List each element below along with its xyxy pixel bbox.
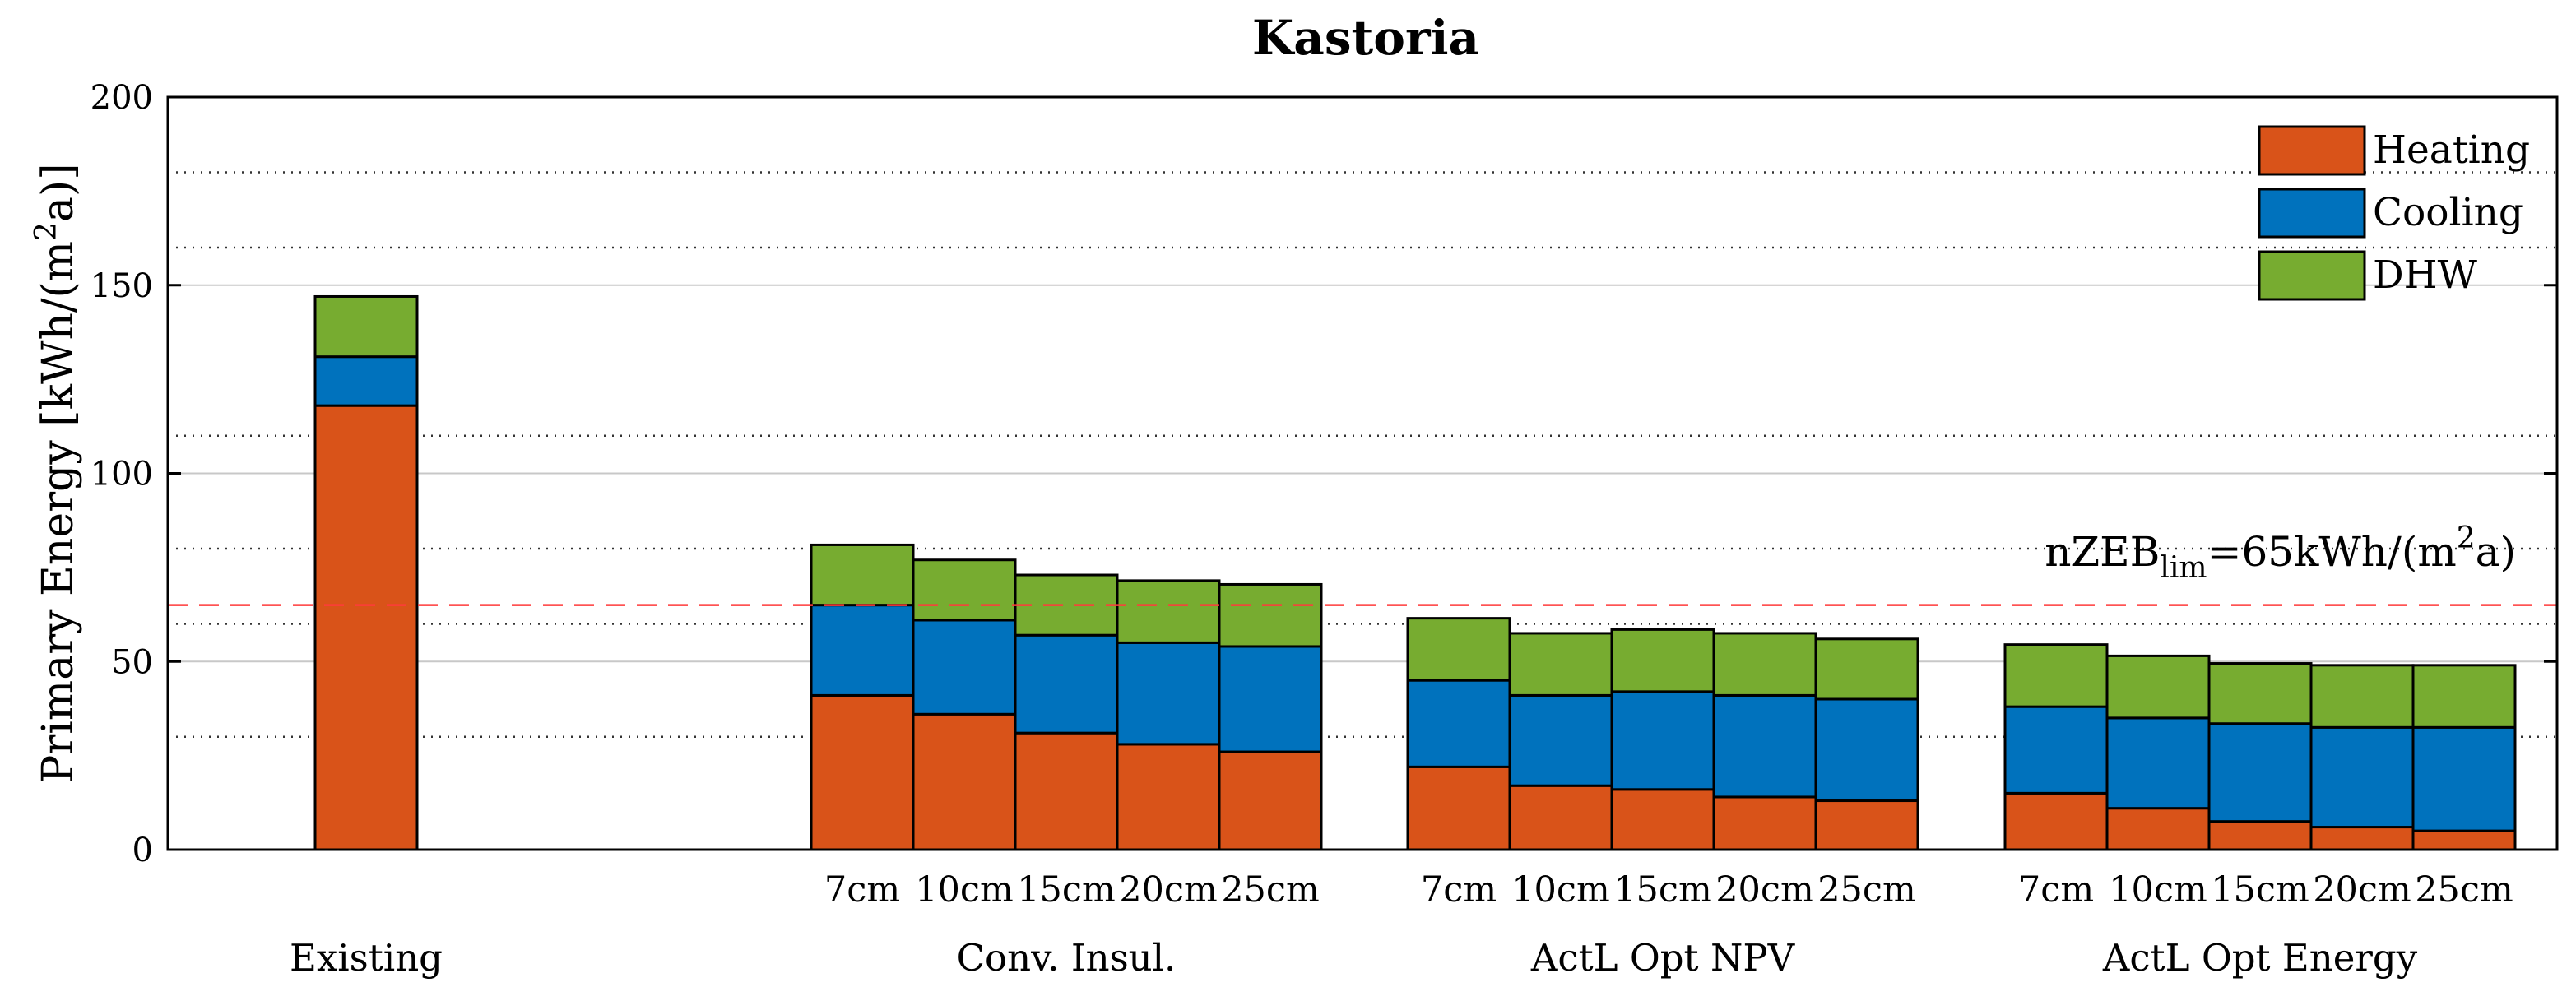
- bar-dhw-7: [1406, 617, 1511, 682]
- y-label-sup: 2: [30, 222, 63, 241]
- bar-cooling-16: [2411, 725, 2517, 832]
- nzeb-label-tail: a): [2476, 528, 2516, 576]
- bar-cooling-8: [1508, 693, 1613, 787]
- bar-dhw-10: [1712, 632, 1817, 697]
- bar-heating-1: [313, 404, 419, 851]
- y-tick-label: 100: [91, 456, 153, 494]
- bar-dhw-12: [2003, 643, 2109, 708]
- bars-layer: [313, 294, 2517, 851]
- bar-cooling-12: [2003, 705, 2109, 795]
- group-label: ActL Opt NPV: [1530, 936, 1796, 980]
- category-label: 25cm: [2415, 869, 2513, 911]
- y-tick-label: 0: [132, 832, 153, 869]
- bar-cooling-11: [1814, 697, 1919, 803]
- bar-dhw-8: [1508, 632, 1613, 697]
- bar-cooling-7: [1406, 679, 1511, 768]
- group-label: ActL Opt Energy: [2102, 936, 2418, 980]
- legend: Heating Cooling DHW: [2258, 125, 2530, 301]
- chart-title: Kastoria: [1252, 10, 1479, 66]
- legend-label-dhw: DHW: [2373, 253, 2478, 298]
- bar-heating-6: [1218, 750, 1323, 851]
- reference-line-layer: nZEBlim=65kWh/(m2a): [168, 521, 2557, 606]
- legend-swatch-heating: [2258, 125, 2366, 176]
- bar-dhw-9: [1610, 628, 1715, 693]
- bar-dhw-2: [810, 543, 915, 607]
- bar-heating-10: [1712, 795, 1817, 851]
- category-label: 15cm: [1613, 869, 1712, 911]
- bar-cooling-14: [2207, 722, 2313, 823]
- y-label-tail: a)]: [34, 163, 83, 222]
- bar-heating-16: [2411, 829, 2517, 851]
- nzeb-label-base: nZEB: [2045, 528, 2160, 576]
- category-label: 7cm: [1421, 869, 1497, 911]
- legend-label-cooling: Cooling: [2373, 190, 2523, 235]
- group-label: Existing: [290, 936, 443, 980]
- category-label: 15cm: [2211, 869, 2309, 911]
- nzeb-label-sup: 2: [2457, 521, 2476, 555]
- bar-heating-4: [1014, 731, 1119, 851]
- bar-heating-2: [810, 693, 915, 851]
- bar-cooling-3: [912, 619, 1017, 716]
- bar-heating-12: [2003, 791, 2109, 851]
- y-axis-label: Primary Energy [kWh/(m2a)]: [30, 163, 83, 783]
- bar-cooling-6: [1218, 645, 1323, 753]
- category-label: 25cm: [1817, 869, 1916, 911]
- legend-swatch-cooling: [2258, 188, 2366, 239]
- bar-cooling-1: [313, 355, 419, 407]
- category-label: 20cm: [1715, 869, 1814, 911]
- y-tick-label: 50: [111, 643, 153, 681]
- category-label: 7cm: [2018, 869, 2094, 911]
- bar-heating-8: [1508, 784, 1613, 851]
- y-label-main: Primary Energy [kWh/(m: [34, 241, 83, 784]
- category-label: 10cm: [1511, 869, 1610, 911]
- group-label: Conv. Insul.: [957, 936, 1177, 980]
- bar-cooling-10: [1712, 693, 1817, 799]
- category-label: 20cm: [2313, 869, 2411, 911]
- bar-dhw-13: [2105, 654, 2211, 720]
- category-label: 15cm: [1017, 869, 1116, 911]
- bar-heating-11: [1814, 799, 1919, 851]
- y-tick-label: 150: [91, 267, 153, 305]
- bar-heating-9: [1610, 788, 1715, 851]
- legend-label-heating: Heating: [2373, 127, 2530, 173]
- category-label: 10cm: [915, 869, 1014, 911]
- bar-dhw-6: [1218, 582, 1323, 648]
- bar-dhw-15: [2309, 664, 2415, 729]
- y-axis-ticks: 0 50 100 150 200: [91, 79, 2557, 869]
- category-label: 25cm: [1221, 869, 1320, 911]
- nzeb-label-sub: lim: [2160, 551, 2207, 585]
- bar-cooling-13: [2105, 716, 2211, 810]
- bar-heating-5: [1116, 743, 1221, 851]
- bar-heating-14: [2207, 820, 2313, 851]
- legend-swatch-dhw: [2258, 250, 2366, 301]
- bar-dhw-5: [1116, 579, 1221, 644]
- bar-cooling-5: [1116, 641, 1221, 746]
- bar-dhw-14: [2207, 662, 2313, 725]
- bar-dhw-3: [912, 558, 1017, 622]
- bar-dhw-11: [1814, 637, 1919, 701]
- bar-dhw-1: [313, 294, 419, 359]
- category-label: 7cm: [824, 869, 900, 911]
- bar-heating-3: [912, 712, 1017, 851]
- bar-cooling-2: [810, 604, 915, 697]
- grid-layer: [168, 171, 2557, 738]
- category-label: 20cm: [1119, 869, 1218, 911]
- bar-cooling-4: [1014, 633, 1119, 735]
- bar-cooling-9: [1610, 690, 1715, 791]
- bar-cooling-15: [2309, 725, 2415, 829]
- bar-heating-7: [1406, 765, 1511, 851]
- nzeb-label-mid: =65kWh/(m: [2207, 528, 2457, 576]
- category-label: 10cm: [2109, 869, 2207, 911]
- bar-dhw-16: [2411, 664, 2517, 729]
- nzeb-limit-label: nZEBlim=65kWh/(m2a): [2045, 521, 2516, 585]
- y-tick-label: 200: [91, 79, 153, 117]
- bar-heating-15: [2309, 826, 2415, 851]
- bar-heating-13: [2105, 807, 2211, 851]
